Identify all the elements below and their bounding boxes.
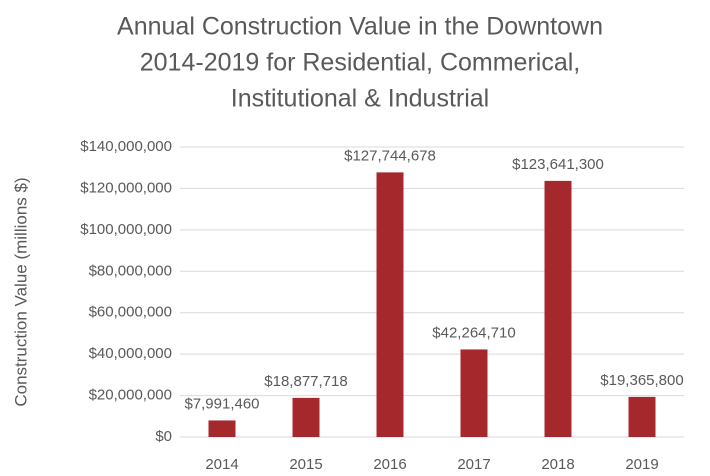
chart-title: 2014-2019 for Residential, Commerical, — [140, 49, 581, 77]
bar — [628, 396, 656, 437]
y-tick-label: $120,000,000 — [80, 179, 172, 196]
y-tick-label: $100,000,000 — [80, 221, 172, 238]
y-tick-label: $80,000,000 — [89, 262, 172, 279]
y-tick-label: $60,000,000 — [89, 304, 172, 321]
data-label: $7,991,460 — [184, 395, 259, 412]
data-label: $42,264,710 — [432, 324, 515, 341]
x-tick-label: 2016 — [373, 456, 406, 473]
data-label: $127,744,678 — [344, 147, 436, 164]
x-tick-label: 2019 — [625, 456, 658, 473]
bar — [292, 397, 320, 437]
y-tick-label: $20,000,000 — [89, 387, 172, 404]
x-tick-label: 2017 — [457, 456, 490, 473]
bar — [376, 172, 404, 437]
chart-title: Institutional & Industrial — [231, 85, 489, 113]
chart-title: Annual Construction Value in the Downtow… — [117, 13, 603, 41]
bar — [460, 349, 488, 437]
y-tick-label: $140,000,000 — [80, 138, 172, 155]
data-label: $18,877,718 — [264, 373, 347, 390]
data-label: $19,365,800 — [600, 372, 683, 389]
bar — [208, 420, 236, 437]
data-label: $123,641,300 — [512, 156, 604, 173]
x-tick-label: 2014 — [205, 456, 238, 473]
y-tick-label: $0 — [155, 428, 172, 445]
x-tick-label: 2015 — [289, 456, 322, 473]
bar — [544, 180, 572, 438]
y-axis-label: Construction Value (millions $) — [11, 177, 30, 406]
x-tick-label: 2018 — [541, 456, 574, 473]
y-tick-label: $40,000,000 — [89, 345, 172, 362]
